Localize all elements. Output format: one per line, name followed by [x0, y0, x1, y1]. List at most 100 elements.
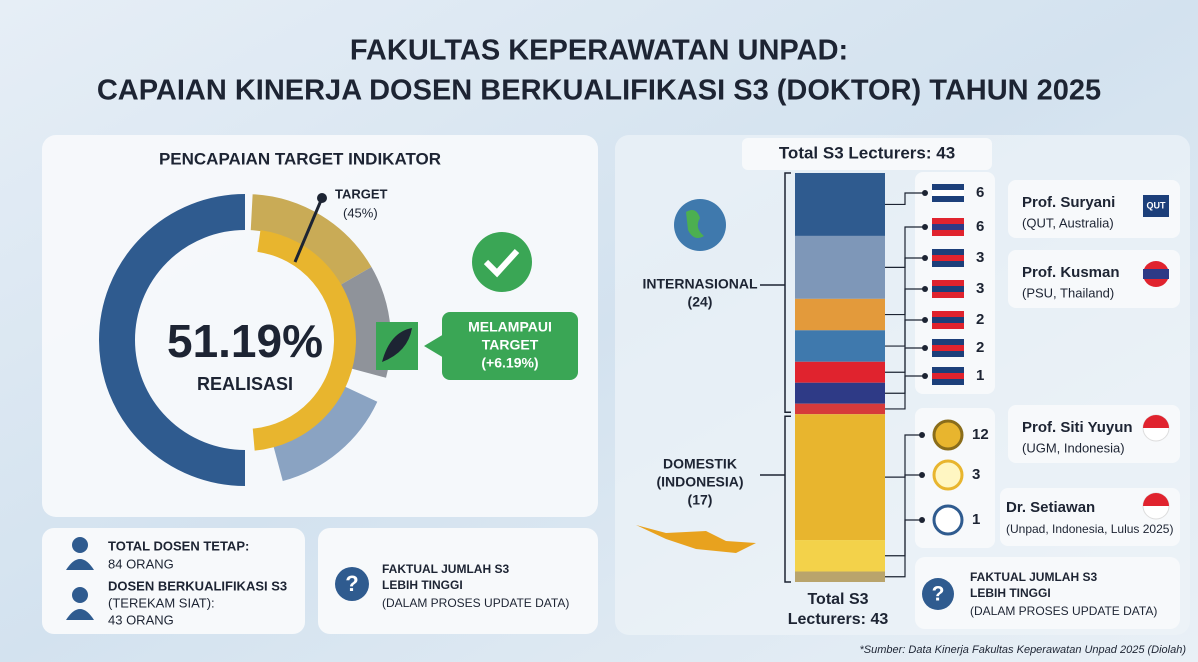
- connector: [885, 319, 925, 373]
- flag-stripe: [932, 224, 964, 230]
- group-label: (17): [688, 492, 713, 508]
- ring-left: [99, 194, 246, 486]
- bar-segment: [795, 403, 885, 415]
- question-mark: ?: [345, 571, 358, 596]
- connector-dot: [922, 345, 928, 351]
- total-bottom: Total S3: [807, 591, 868, 608]
- badge-line: TARGET: [482, 337, 539, 353]
- connector: [885, 288, 925, 347]
- bar-segment: [795, 382, 885, 404]
- badge-arrow: [424, 334, 444, 358]
- globe-icon: [674, 199, 726, 251]
- badge-line: (+6.19%): [481, 355, 538, 371]
- ring-outer: [339, 267, 391, 378]
- connector-dot: [922, 373, 928, 379]
- thai-flag: [1143, 261, 1169, 287]
- connector: [885, 257, 925, 316]
- count-label: 3: [976, 249, 984, 266]
- profile-detail: (Unpad, Indonesia, Lulus 2025): [1006, 522, 1173, 536]
- connector-dot: [922, 286, 928, 292]
- flag-stripe: [932, 373, 964, 379]
- panel-heading: PENCAPAIAN TARGET INDIKATOR: [159, 149, 441, 168]
- bar-segment: [795, 330, 885, 362]
- flag-stripe: [932, 190, 964, 196]
- indonesia-map: [636, 525, 756, 553]
- profile-card: [1000, 488, 1180, 546]
- profile-name: Prof. Suryani: [1022, 194, 1115, 211]
- count-label: 3: [972, 466, 980, 483]
- profile-name: Prof. Kusman: [1022, 264, 1120, 281]
- title-line: CAPAIAN KINERJA DOSEN BERKUALIFIKASI S3 …: [97, 75, 1101, 107]
- university-logo: [932, 504, 964, 536]
- connector-dot: [919, 517, 925, 523]
- bar-segment: [795, 173, 885, 236]
- stat-line: (TEREKAM SIAT):: [108, 595, 215, 610]
- bracket: [784, 172, 791, 413]
- target-dot: [317, 193, 327, 203]
- person-icon: [66, 537, 94, 570]
- question-icon: [922, 578, 954, 610]
- count-label: 1: [976, 367, 984, 384]
- bar-segment: [795, 414, 885, 541]
- connector: [885, 347, 925, 394]
- globe-land: [686, 210, 704, 238]
- question-mark: ?: [932, 583, 945, 606]
- university-logo: [932, 419, 964, 451]
- person-icon: [66, 587, 94, 620]
- total-top-box: [742, 138, 992, 170]
- connector-dot: [919, 432, 925, 438]
- target-value: (45%): [343, 205, 378, 220]
- connector: [885, 474, 922, 557]
- stat-line: TOTAL DOSEN TETAP:: [108, 538, 249, 553]
- note-line: LEBIH TINGGI: [970, 586, 1051, 600]
- qut-badge: QUT: [1147, 200, 1167, 210]
- target-pointer: [293, 197, 324, 263]
- connector: [885, 192, 925, 206]
- note-box: [915, 557, 1180, 629]
- stats-box: [42, 528, 305, 634]
- connector-dot: [922, 317, 928, 323]
- profile-detail: (QUT, Australia): [1022, 215, 1114, 230]
- connector-dot: [922, 190, 928, 196]
- qut-logo: [1143, 195, 1169, 217]
- check-mark: [483, 248, 520, 278]
- flag-stripe: [932, 345, 964, 351]
- connector-dot: [919, 472, 925, 478]
- profile-name: Prof. Siti Yuyun: [1022, 419, 1133, 436]
- count-label: 3: [976, 280, 984, 297]
- badge: [442, 312, 578, 380]
- realization-value: 51.19%: [167, 315, 323, 367]
- profile-card: [1008, 250, 1180, 308]
- count-label: 6: [976, 184, 984, 201]
- profile-detail: (UGM, Indonesia): [1022, 440, 1125, 455]
- count-label: 12: [972, 426, 989, 443]
- realization-label: REALISASI: [197, 374, 293, 394]
- stat-line: DOSEN BERKUALIFIKASI S3: [108, 578, 287, 593]
- note-line: FAKTUAL JUMLAH S3: [382, 562, 509, 576]
- count-label: 2: [976, 339, 984, 356]
- bar-segment: [795, 235, 885, 299]
- note-box: [318, 528, 598, 634]
- stat-line: 84 ORANG: [108, 556, 174, 571]
- note-line: FAKTUAL JUMLAH S3: [970, 570, 1097, 584]
- note-line: (DALAM PROSES UPDATE DATA): [970, 604, 1157, 618]
- flag-stripe: [932, 286, 964, 292]
- connector: [885, 519, 922, 578]
- profile-detail: (PSU, Thailand): [1022, 285, 1114, 300]
- total-bottom: Lecturers: 43: [788, 611, 889, 628]
- flag-stripe: [932, 317, 964, 323]
- total-top: Total S3 Lecturers: 43: [779, 143, 955, 162]
- footnote: *Sumber: Data Kinerja Fakultas Keperawat…: [859, 644, 1186, 656]
- count-label: 6: [976, 218, 984, 235]
- id-flag: [1142, 492, 1170, 520]
- group-label: INTERNASIONAL: [642, 276, 758, 292]
- bar-segment: [795, 361, 885, 383]
- title-line: FAKULTAS KEPERAWATAN UNPAD:: [350, 35, 848, 67]
- stat-line: 43 ORANG: [108, 612, 174, 627]
- check-icon: [472, 232, 532, 292]
- ring-outer: [272, 385, 378, 482]
- university-logo: [932, 459, 964, 491]
- badge-line: MELAMPAUI: [468, 319, 552, 335]
